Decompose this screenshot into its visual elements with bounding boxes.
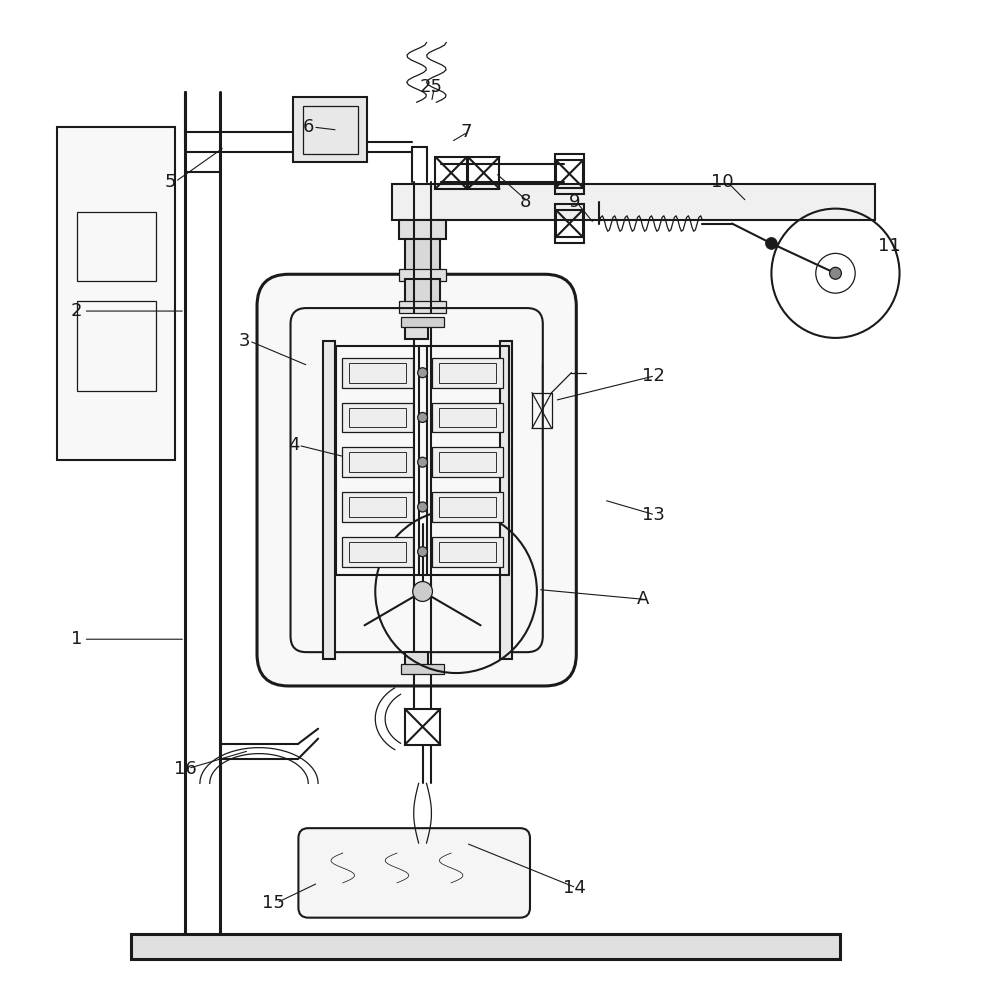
Bar	[342, 403, 412, 432]
Text: 16: 16	[173, 760, 196, 778]
Bar	[432, 447, 503, 477]
Bar	[293, 97, 368, 162]
Bar	[399, 269, 446, 281]
Text: A: A	[637, 590, 649, 608]
Circle shape	[417, 457, 427, 467]
Bar	[323, 341, 335, 659]
Bar	[439, 408, 496, 427]
Bar	[500, 341, 512, 659]
Bar	[532, 393, 552, 428]
Bar	[342, 492, 412, 522]
Bar	[432, 537, 503, 567]
Text: 10: 10	[711, 173, 733, 191]
Text: 13: 13	[642, 506, 665, 524]
Circle shape	[417, 547, 427, 557]
Text: 25: 25	[420, 78, 443, 96]
Bar	[349, 542, 406, 562]
Bar	[439, 452, 496, 472]
Bar	[405, 319, 428, 339]
Text: 15: 15	[263, 894, 285, 912]
Bar	[405, 709, 440, 745]
Text: 8: 8	[519, 193, 531, 211]
Text: 5: 5	[165, 173, 176, 191]
Bar	[349, 363, 406, 383]
Bar	[342, 537, 412, 567]
Text: 9: 9	[569, 193, 580, 211]
Bar	[439, 363, 496, 383]
Bar	[342, 447, 412, 477]
Bar	[401, 317, 444, 327]
Circle shape	[765, 237, 777, 249]
Bar	[131, 934, 840, 959]
Bar	[405, 279, 440, 305]
Text: 6: 6	[302, 118, 314, 136]
Bar	[432, 403, 503, 432]
Bar	[399, 220, 446, 239]
Bar	[432, 492, 503, 522]
Bar	[439, 542, 496, 562]
Bar	[555, 154, 584, 194]
Text: 3: 3	[239, 332, 250, 350]
Bar	[349, 408, 406, 427]
Bar	[76, 212, 156, 281]
FancyBboxPatch shape	[298, 828, 530, 918]
Bar	[392, 184, 875, 220]
Text: 1: 1	[71, 630, 82, 648]
Circle shape	[412, 582, 432, 601]
Text: 14: 14	[563, 879, 586, 897]
Circle shape	[417, 412, 427, 422]
Bar	[342, 358, 412, 388]
Bar	[399, 301, 446, 313]
Bar	[468, 157, 499, 189]
Bar	[349, 497, 406, 517]
Bar	[556, 210, 584, 237]
Bar	[432, 358, 503, 388]
Bar	[303, 106, 358, 154]
Bar	[555, 204, 584, 243]
Bar	[405, 652, 428, 672]
Bar	[556, 160, 584, 188]
FancyBboxPatch shape	[257, 274, 577, 686]
Circle shape	[417, 368, 427, 378]
Text: 7: 7	[460, 123, 472, 141]
Bar	[401, 664, 444, 674]
Text: 11: 11	[878, 237, 901, 255]
Circle shape	[829, 267, 841, 279]
Bar	[435, 157, 467, 189]
Bar	[405, 239, 440, 271]
Bar	[439, 497, 496, 517]
Text: 4: 4	[287, 436, 299, 454]
Bar	[56, 127, 175, 460]
Bar	[76, 301, 156, 391]
Bar	[349, 452, 406, 472]
Circle shape	[417, 502, 427, 512]
Text: 2: 2	[71, 302, 82, 320]
Text: 12: 12	[642, 367, 665, 385]
